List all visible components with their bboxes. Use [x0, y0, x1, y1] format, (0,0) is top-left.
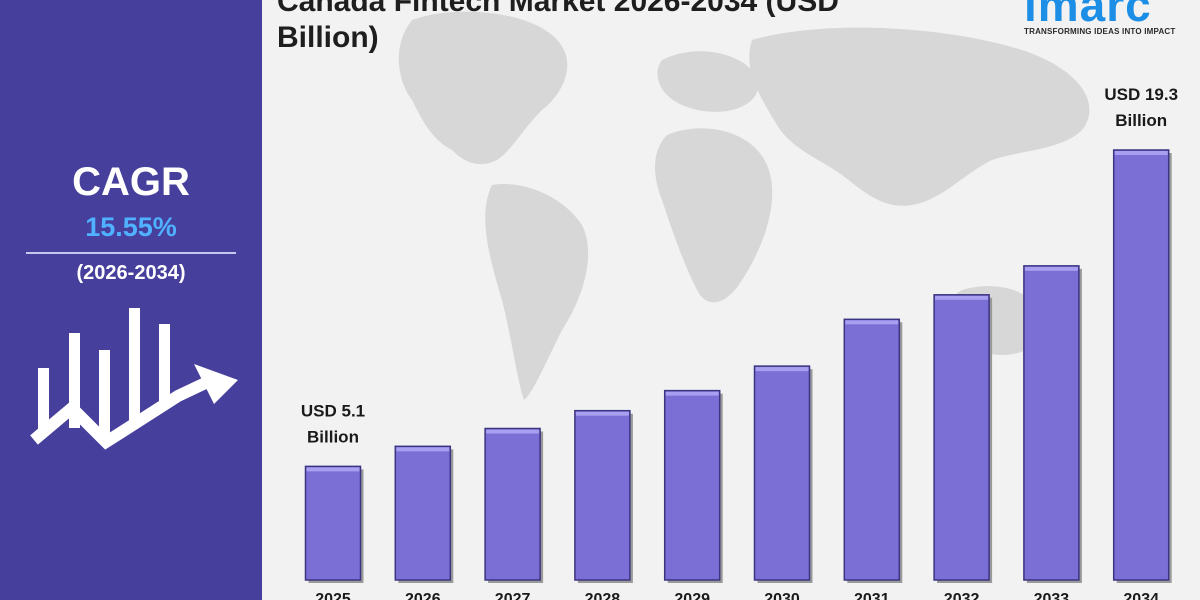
- bar-highlight: [845, 320, 899, 325]
- imarc-logo: imarc TRANSFORMING IDEAS INTO IMPACT: [1012, 0, 1200, 44]
- cagr-label: CAGR: [72, 160, 190, 204]
- x-tick-label: 2027: [495, 591, 531, 600]
- bar-highlight: [1024, 266, 1078, 271]
- bar-highlight: [665, 391, 719, 396]
- bar-value-label: Billion: [1115, 111, 1167, 130]
- bar-highlight: [575, 411, 629, 416]
- bar-highlight: [1114, 151, 1168, 155]
- bar-highlight: [935, 295, 989, 300]
- x-tick-label: 2033: [1034, 591, 1070, 600]
- chart-title-line1: Canada Fintech Market 2026-2034 (USD: [277, 0, 839, 18]
- bar-2027: [484, 427, 541, 581]
- world-map-background: [398, 11, 1090, 400]
- bar-highlight: [306, 467, 360, 472]
- cagr-divider: [26, 252, 236, 254]
- cagr-value: 15.55%: [85, 212, 177, 242]
- bar-value-label: USD 19.3: [1104, 85, 1178, 104]
- x-tick-label: 2026: [405, 591, 441, 600]
- cagr-sidebar: CAGR 15.55% (2026-2034): [0, 0, 262, 600]
- x-tick-label: 2030: [764, 591, 800, 600]
- bar-value-label: Billion: [307, 427, 359, 446]
- bar-highlight: [486, 429, 540, 434]
- bar-2028: [574, 409, 631, 581]
- x-tick-label: 2025: [315, 591, 351, 600]
- logo-wordmark: imarc: [1024, 0, 1152, 31]
- bar-value-label: USD 5.1: [301, 401, 365, 420]
- bar-chart: 2025 2026 2027 2028 2029 2030 2031 2032 2033 2034…: [301, 85, 1178, 600]
- bar-2030: [753, 365, 811, 581]
- x-tick-label: 2031: [854, 591, 890, 600]
- bar-2033: [1023, 265, 1080, 581]
- bar-2034: [1112, 149, 1170, 581]
- bar-2031: [843, 318, 901, 581]
- bar-2025: [304, 465, 362, 581]
- chart-title: Canada Fintech Market 2026-2034 (USD Bil…: [277, 0, 977, 56]
- logo-tagline: TRANSFORMING IDEAS INTO IMPACT: [1024, 27, 1176, 36]
- bar-highlight: [396, 447, 450, 452]
- cagr-period: (2026-2034): [76, 262, 186, 284]
- bar-highlight: [755, 367, 809, 372]
- x-tick-label: 2028: [585, 591, 621, 600]
- bar-2029: [663, 389, 721, 581]
- x-tick-label: 2034: [1123, 591, 1159, 600]
- bar-2032: [933, 294, 990, 581]
- bar-2026: [394, 445, 452, 581]
- growth-chart-arrow-icon: [30, 308, 238, 450]
- chart-title-line2: Billion): [277, 21, 379, 54]
- x-tick-label: 2029: [674, 591, 710, 600]
- x-tick-label: 2032: [944, 591, 980, 600]
